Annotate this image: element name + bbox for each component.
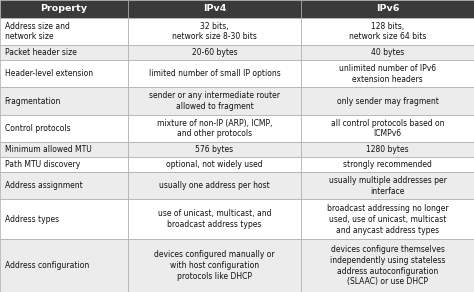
Text: only sender may fragment: only sender may fragment	[337, 97, 438, 106]
Bar	[128, 115, 301, 142]
Text: Control protocols: Control protocols	[5, 124, 70, 133]
Text: IPv4: IPv4	[203, 4, 226, 13]
Text: Fragmentation: Fragmentation	[5, 97, 61, 106]
Text: usually multiple addresses per
interface: usually multiple addresses per interface	[328, 176, 447, 196]
Bar	[128, 0, 301, 18]
Text: Address assignment: Address assignment	[5, 181, 82, 190]
Bar	[0, 239, 128, 292]
Text: 128 bits,
network size 64 bits: 128 bits, network size 64 bits	[349, 22, 426, 41]
Text: unlimited number of IPv6
extension headers: unlimited number of IPv6 extension heade…	[339, 64, 436, 84]
Bar	[128, 239, 301, 292]
Text: optional, not widely used: optional, not widely used	[166, 160, 263, 169]
Bar	[301, 87, 474, 115]
Bar	[0, 115, 128, 142]
Bar	[0, 60, 128, 87]
Bar	[128, 45, 301, 60]
Bar	[301, 18, 474, 45]
Bar	[0, 0, 128, 18]
Bar	[128, 87, 301, 115]
Text: IPv6: IPv6	[376, 4, 399, 13]
Text: all control protocols based on
ICMPv6: all control protocols based on ICMPv6	[331, 119, 444, 138]
Text: mixture of non-IP (ARP), ICMP,
and other protocols: mixture of non-IP (ARP), ICMP, and other…	[157, 119, 272, 138]
Text: 40 bytes: 40 bytes	[371, 48, 404, 57]
Bar	[0, 87, 128, 115]
Text: Minimum allowed MTU: Minimum allowed MTU	[5, 145, 91, 154]
Text: sender or any intermediate router
allowed to fragment: sender or any intermediate router allowe…	[149, 91, 280, 111]
Bar	[128, 157, 301, 172]
Bar	[301, 172, 474, 199]
Bar	[0, 157, 128, 172]
Text: Header-level extension: Header-level extension	[5, 69, 93, 78]
Bar	[128, 142, 301, 157]
Text: devices configure themselves
independently using stateless
address autoconfigura: devices configure themselves independent…	[330, 245, 445, 286]
Text: Property: Property	[40, 4, 88, 13]
Text: 576 bytes: 576 bytes	[195, 145, 234, 154]
Bar	[0, 172, 128, 199]
Text: usually one address per host: usually one address per host	[159, 181, 270, 190]
Text: broadcast addressing no longer
used, use of unicast, multicast
and anycast addre: broadcast addressing no longer used, use…	[327, 204, 448, 234]
Text: Address types: Address types	[5, 215, 59, 224]
Bar	[301, 239, 474, 292]
Text: strongly recommended: strongly recommended	[343, 160, 432, 169]
Text: Address configuration: Address configuration	[5, 261, 89, 270]
Text: 1280 bytes: 1280 bytes	[366, 145, 409, 154]
Text: devices configured manually or
with host configuration
protocols like DHCP: devices configured manually or with host…	[154, 251, 275, 281]
Text: Path MTU discovery: Path MTU discovery	[5, 160, 80, 169]
Bar	[128, 18, 301, 45]
Text: 20-60 bytes: 20-60 bytes	[191, 48, 237, 57]
Text: Packet header size: Packet header size	[5, 48, 77, 57]
Text: Address size and
network size: Address size and network size	[5, 22, 70, 41]
Text: use of unicast, multicast, and
broadcast address types: use of unicast, multicast, and broadcast…	[158, 209, 271, 229]
Bar	[301, 115, 474, 142]
Bar	[0, 18, 128, 45]
Bar	[0, 199, 128, 239]
Bar	[301, 199, 474, 239]
Bar	[301, 142, 474, 157]
Bar	[128, 199, 301, 239]
Bar	[301, 0, 474, 18]
Text: 32 bits,
network size 8-30 bits: 32 bits, network size 8-30 bits	[172, 22, 257, 41]
Bar	[128, 172, 301, 199]
Bar	[128, 60, 301, 87]
Bar	[301, 45, 474, 60]
Bar	[0, 45, 128, 60]
Bar	[301, 60, 474, 87]
Bar	[0, 142, 128, 157]
Bar	[301, 157, 474, 172]
Text: limited number of small IP options: limited number of small IP options	[149, 69, 280, 78]
